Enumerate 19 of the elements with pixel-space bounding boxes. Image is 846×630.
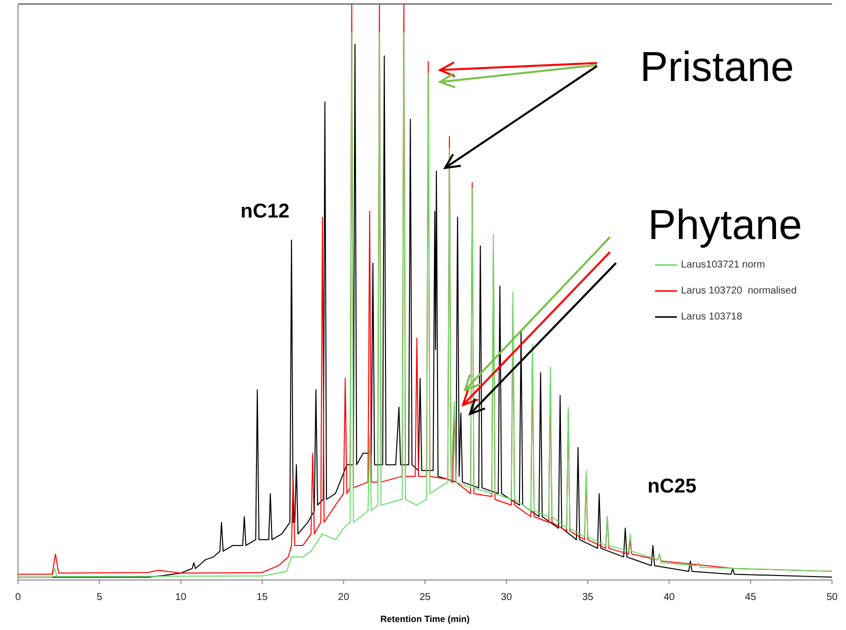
legend-label: Larus 103720 normalised — [681, 286, 797, 297]
x-tick-label: 35 — [582, 592, 594, 603]
legend-label: Larus103721 norm — [681, 260, 765, 271]
x-tick-label: 50 — [826, 592, 838, 603]
x-tick-label: 10 — [175, 592, 187, 603]
x-tick-label: 15 — [256, 592, 268, 603]
annotation: Phytane — [648, 201, 802, 248]
x-axis-title: Retention Time (min) — [380, 614, 470, 624]
legend-label: Larus 103718 — [681, 312, 743, 323]
x-tick-label: 25 — [419, 592, 431, 603]
x-tick-label: 20 — [338, 592, 350, 603]
x-tick-label: 5 — [96, 592, 103, 603]
annotation: nC12 — [240, 200, 290, 222]
annotation: nC25 — [648, 475, 696, 498]
x-tick-label: 0 — [15, 592, 22, 603]
x-tick-label: 40 — [664, 592, 676, 603]
x-tick-label: 30 — [500, 592, 512, 603]
x-tick-label: 45 — [745, 592, 757, 603]
annotation: Pristane — [640, 43, 794, 90]
